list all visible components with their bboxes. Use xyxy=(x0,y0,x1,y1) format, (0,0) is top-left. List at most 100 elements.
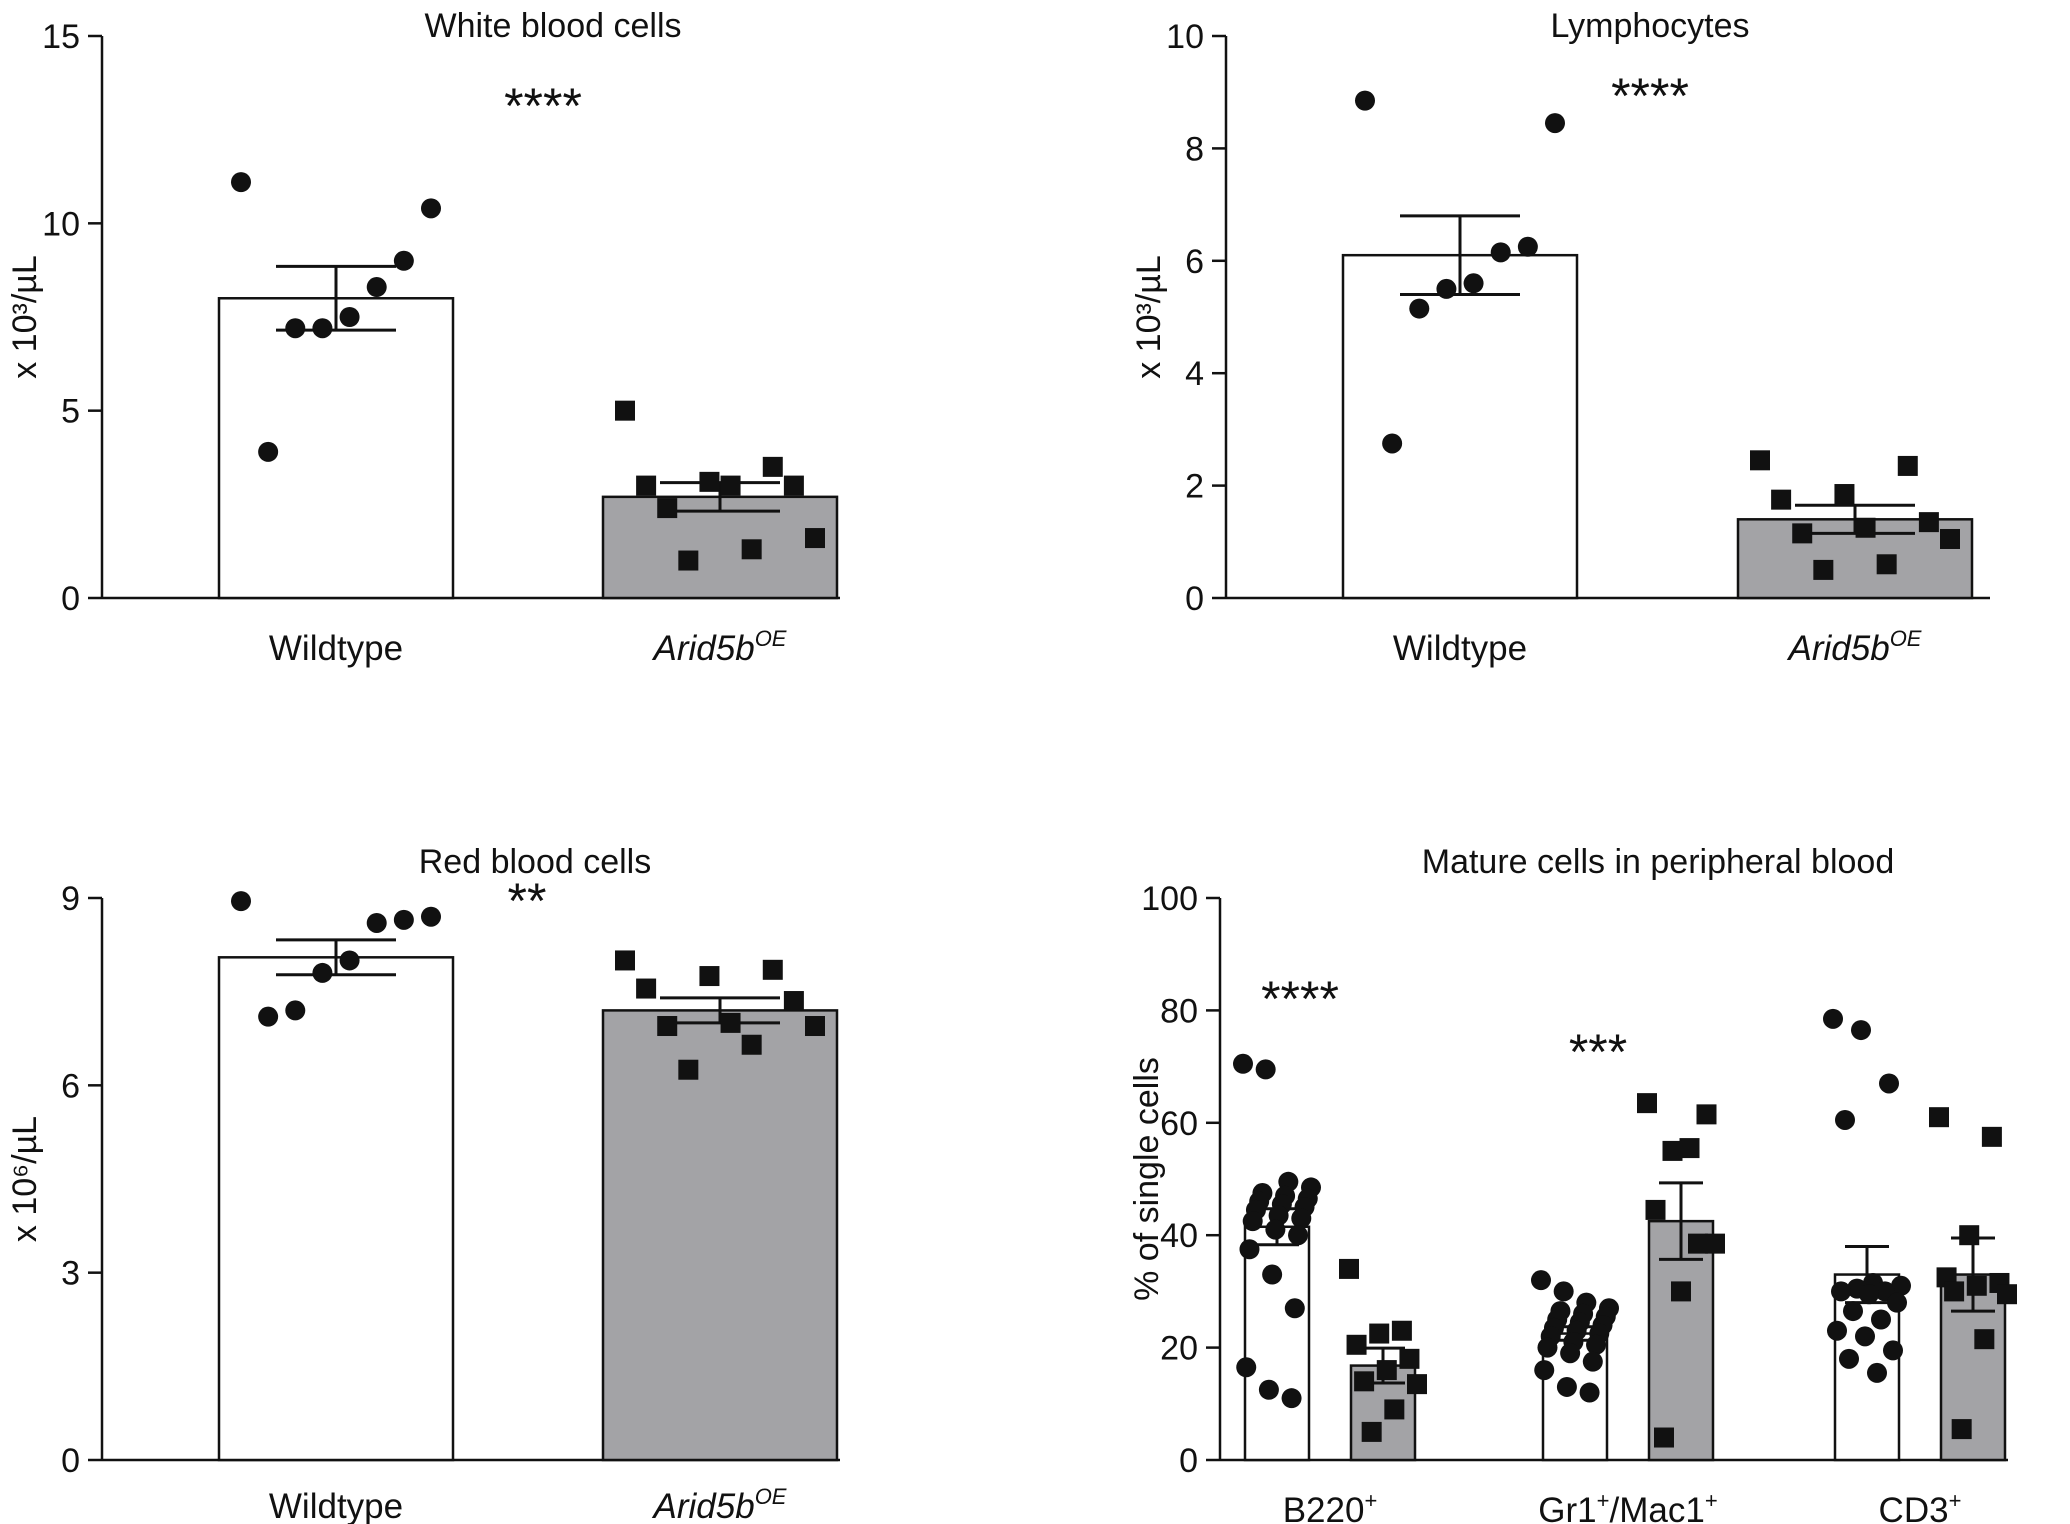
data-point xyxy=(657,498,678,519)
y-tick-label: 0 xyxy=(1179,1442,1198,1480)
x-tick-label-superscript: OE xyxy=(1890,626,1922,651)
data-point xyxy=(1291,1208,1312,1229)
x-tick-label-superscript: + xyxy=(1597,1488,1610,1513)
data-point xyxy=(1887,1292,1907,1313)
data-point xyxy=(1876,554,1897,575)
data-point xyxy=(1265,1219,1286,1240)
data-point xyxy=(1997,1284,2017,1305)
data-point xyxy=(339,950,360,971)
x-tick-label: Gr1+/Mac1+ xyxy=(1538,1488,1717,1524)
data-point xyxy=(1835,1109,1855,1130)
data-point xyxy=(1966,1275,1987,1296)
data-point xyxy=(1792,523,1813,544)
x-tick-label-superscript: OE xyxy=(755,1484,787,1509)
data-point xyxy=(1654,1427,1674,1448)
y-tick-label: 0 xyxy=(61,580,80,618)
y-tick-label: 10 xyxy=(1166,18,1204,56)
data-point xyxy=(1823,1008,1843,1029)
y-tick-label: 6 xyxy=(1185,243,1204,281)
data-point xyxy=(762,959,783,980)
data-point xyxy=(1859,1284,1879,1305)
panel-red-blood-cells: 0 3 6 9 Red blood cells x 10⁶/µL Wildtype Arid5… xyxy=(6,843,840,1524)
data-point xyxy=(1645,1199,1666,1220)
data-point xyxy=(1867,1362,1887,1383)
data-point xyxy=(1436,278,1457,299)
data-point xyxy=(231,172,251,193)
data-point xyxy=(678,550,699,571)
y-tick-label: 2 xyxy=(1185,468,1204,506)
data-point xyxy=(1959,1225,1980,1246)
data-point xyxy=(1339,1258,1359,1279)
data-point xyxy=(1545,113,1565,134)
x-tick-label: Arid5bOE xyxy=(652,626,787,668)
x-tick-label-text: Wildtype xyxy=(269,1487,403,1524)
data-point xyxy=(1944,1281,1965,1302)
x-tick-label: B220+ xyxy=(1283,1488,1378,1524)
data-point xyxy=(393,250,414,271)
bar xyxy=(601,1009,839,1462)
panel-lymphocytes: 0 2 4 6 8 10 Lymphocytes x 10³/µL Wildtype Arid5b… xyxy=(1130,7,1990,668)
data-point xyxy=(1705,1233,1725,1254)
data-point xyxy=(1929,1107,1949,1128)
data-point xyxy=(1871,1309,1891,1330)
data-point xyxy=(1974,1329,1995,1350)
data-point xyxy=(1897,455,1918,476)
data-point xyxy=(1891,1275,1911,1296)
y-tick-label: 100 xyxy=(1141,880,1198,918)
y-axis-label: x 10³/µL xyxy=(1130,255,1168,379)
data-point xyxy=(699,471,720,492)
data-point xyxy=(615,950,635,971)
data-point xyxy=(1586,1334,1607,1355)
data-point xyxy=(1391,1320,1412,1341)
data-point xyxy=(1361,1421,1382,1442)
x-tick-label-text: Wildtype xyxy=(1393,629,1527,668)
y-tick-label: 4 xyxy=(1185,355,1204,393)
data-point xyxy=(1354,1371,1375,1392)
data-point xyxy=(1827,1320,1847,1341)
data-point xyxy=(421,198,441,219)
panel-white-blood-cells: 0 5 10 15 White blood cells x 10³/µL Wildtype A… xyxy=(6,7,840,668)
data-point xyxy=(1851,1020,1871,1041)
bar xyxy=(1243,1225,1311,1462)
y-tick-label: 5 xyxy=(61,393,80,431)
data-point xyxy=(1262,1264,1283,1285)
x-tick-label-text: Gr1 xyxy=(1538,1491,1596,1524)
y-tick-label: 6 xyxy=(61,1067,80,1105)
bar xyxy=(1341,253,1579,600)
y-axis-label: x 10³/µL xyxy=(6,255,44,379)
y-tick-label: 3 xyxy=(61,1255,80,1293)
x-tick-label-superscript: + xyxy=(1949,1488,1962,1513)
significance-label: **** xyxy=(1611,68,1689,124)
data-point xyxy=(636,978,657,999)
y-tick-label: 0 xyxy=(61,1442,80,1480)
data-point xyxy=(805,1016,825,1037)
x-tick-label: Wildtype xyxy=(1393,629,1527,668)
data-point xyxy=(1843,1301,1863,1322)
data-point xyxy=(393,909,414,930)
data-point xyxy=(1940,528,1960,549)
data-point xyxy=(1918,512,1939,533)
data-point xyxy=(231,891,251,912)
y-tick-label: 0 xyxy=(1185,580,1204,618)
y-tick-label: 10 xyxy=(42,205,80,243)
significance-label: *** xyxy=(1569,1024,1627,1080)
y-tick-label: 9 xyxy=(61,880,80,918)
y-axis-label: x 10⁶/µL xyxy=(6,1116,44,1242)
data-point xyxy=(805,528,825,549)
data-point xyxy=(285,1000,306,1021)
x-tick-label-text: Wildtype xyxy=(269,629,403,668)
data-point xyxy=(1376,1360,1397,1381)
data-point xyxy=(1288,1225,1309,1246)
data-point xyxy=(1355,90,1375,111)
data-point xyxy=(1679,1138,1700,1159)
y-tick-label: 20 xyxy=(1160,1330,1198,1368)
bar xyxy=(217,297,455,600)
chart-title: Red blood cells xyxy=(419,843,651,881)
data-point xyxy=(1883,1340,1903,1361)
data-point xyxy=(1242,1211,1263,1232)
data-point xyxy=(366,277,387,298)
data-point xyxy=(366,912,387,933)
data-point xyxy=(1556,1376,1577,1397)
significance-label: **** xyxy=(1261,971,1339,1027)
data-point xyxy=(1750,450,1770,471)
